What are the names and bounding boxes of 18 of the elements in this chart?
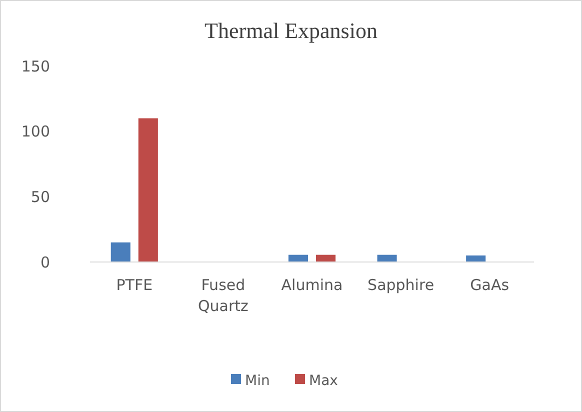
bar — [377, 254, 397, 262]
y-tick-label: 100 — [21, 122, 50, 141]
bar — [138, 118, 158, 262]
bar — [316, 254, 336, 262]
x-tick-label: Sapphire — [368, 276, 434, 294]
x-tick-label: PTFE — [116, 276, 153, 294]
x-tick-label: GaAs — [470, 276, 510, 294]
legend-label: Max — [309, 372, 338, 389]
x-tick-label: Fused Quartz — [198, 276, 249, 315]
y-tick-label: 0 — [40, 253, 50, 272]
legend-label: Min — [245, 372, 270, 389]
y-tick-label: 50 — [30, 188, 50, 206]
x-tick-label: Alumina — [281, 276, 343, 294]
y-tick-label: 150 — [21, 57, 50, 76]
bar — [288, 254, 308, 262]
bar — [466, 255, 486, 262]
chart-title: Thermal Expansion — [204, 18, 378, 43]
bar — [110, 242, 130, 262]
